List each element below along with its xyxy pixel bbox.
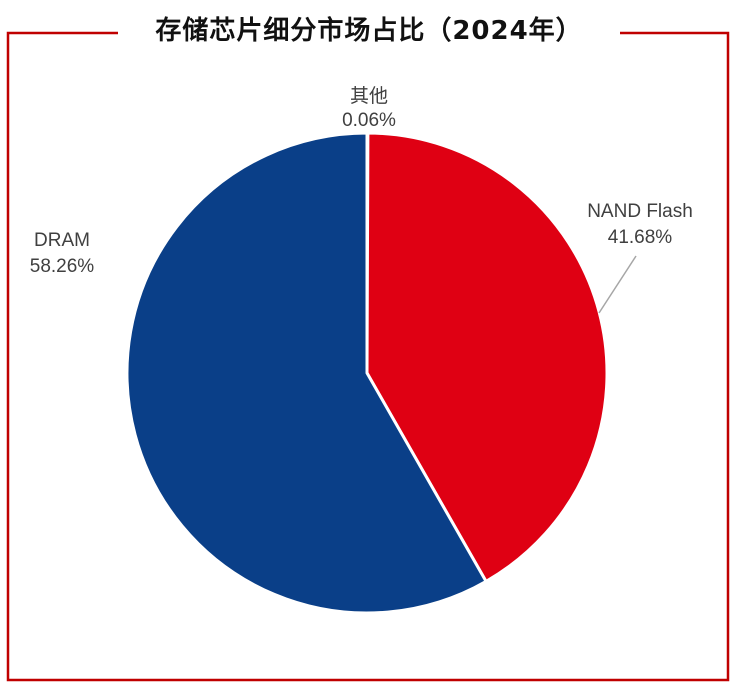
leader-line-nand-flash	[598, 255, 637, 314]
slice-value-dram: 58.26%	[30, 256, 95, 277]
chart-title: 存储芯片细分市场占比（2024年）	[141, 16, 597, 46]
slice-name-其他: 其他	[350, 85, 388, 107]
pie-slice-dram	[125, 131, 488, 615]
slice-value-nand-flash: 41.68%	[608, 227, 673, 248]
pie-chart	[125, 131, 609, 615]
slice-value-其他: 0.06%	[342, 110, 396, 131]
frame-border	[6, 31, 730, 682]
chart-title-wrap: 存储芯片细分市场占比（2024年）	[0, 10, 738, 47]
slice-name-dram: DRAM	[34, 230, 90, 251]
slice-name-nand-flash: NAND Flash	[587, 201, 693, 222]
pie-labels: 其他 0.06% NAND Flash 41.68% DRAM 58.26%	[30, 85, 693, 314]
